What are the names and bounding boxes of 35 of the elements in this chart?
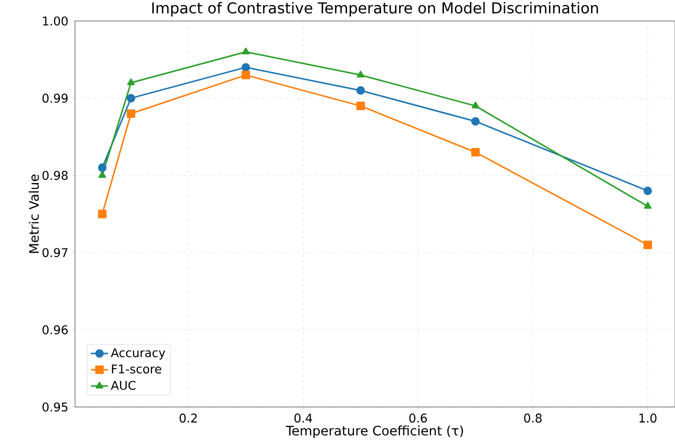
legend-label: AUC: [110, 380, 136, 390]
point: [356, 86, 365, 95]
point: [127, 78, 135, 86]
point: [643, 186, 652, 196]
point: [472, 102, 480, 108]
point: [471, 148, 480, 156]
point: [98, 210, 107, 218]
legend-label: F1-score: [112, 364, 162, 374]
y-tick-label: 0.98: [42, 170, 68, 180]
point: [643, 240, 652, 250]
x-tick-label: 0.6: [409, 414, 427, 423]
point: [98, 171, 106, 178]
point: [644, 202, 652, 209]
point: [126, 109, 136, 118]
x-tick-label: 0.4: [294, 414, 312, 423]
y-tick-label: 0.97: [42, 248, 68, 258]
point: [471, 117, 480, 126]
x-tick-label: 0.2: [180, 414, 197, 423]
point: [356, 102, 365, 110]
point: [98, 163, 107, 172]
y-tick-label: 0.96: [42, 325, 68, 334]
point: [242, 63, 250, 72]
x-tick-label: 1.0: [640, 414, 656, 423]
y-tick-label: 0.99: [42, 94, 68, 103]
x-tick-label: 0.8: [524, 414, 542, 423]
y-axis-title: Metric Value: [28, 174, 39, 253]
point: [356, 70, 364, 78]
legend-label: Accuracy: [110, 348, 166, 360]
point: [242, 70, 250, 80]
point: [242, 48, 250, 54]
y-tick-label: 0.95: [42, 402, 68, 412]
y-tick-label: 1.00: [43, 16, 68, 26]
x-axis-title: Temperature Coefficient (τ): [286, 425, 463, 438]
chart-title: Impact of Contrastive Temperature on Model Discrimination: [152, 2, 598, 16]
point: [126, 94, 136, 102]
